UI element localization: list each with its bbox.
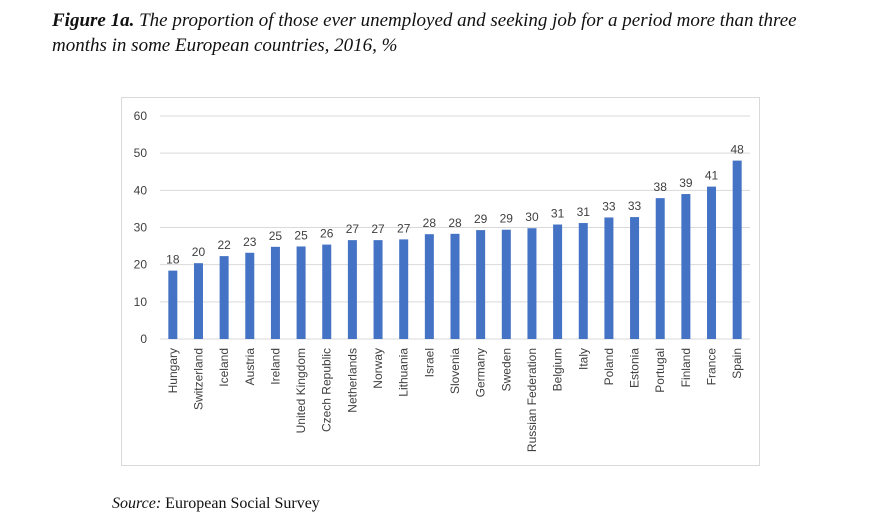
data-label-germany: 29 <box>474 212 488 226</box>
y-tick-label-0: 0 <box>140 332 147 346</box>
x-tick-label-spain: Spain <box>730 348 744 379</box>
x-tick-label-russian-federation: Russian Federation <box>525 348 539 452</box>
x-tick-label-austria: Austria <box>243 348 257 386</box>
bar-slovenia <box>450 233 460 339</box>
bar-austria <box>245 252 255 339</box>
bar-belgium <box>553 224 563 339</box>
data-label-hungary: 18 <box>166 253 180 267</box>
x-tick-label-hungary: Hungary <box>166 348 180 393</box>
bar-czech-republic <box>322 244 332 339</box>
x-tick-label-israel: Israel <box>422 348 436 377</box>
data-label-france: 41 <box>705 169 719 183</box>
data-label-austria: 23 <box>243 235 257 249</box>
bar-lithuania <box>399 239 409 339</box>
data-label-sweden: 29 <box>500 212 514 226</box>
bar-iceland <box>219 256 229 339</box>
source-note: Source: European Social Survey <box>112 495 320 513</box>
bar-ireland <box>270 246 280 339</box>
y-tick-label-20: 20 <box>134 258 148 272</box>
data-label-norway: 27 <box>371 222 385 236</box>
bar-spain <box>732 160 742 339</box>
source-text: European Social Survey <box>161 495 320 512</box>
bar-france <box>707 186 717 339</box>
bar-poland <box>604 217 614 339</box>
figure-caption-text: The proportion of those ever unemployed … <box>52 10 797 56</box>
x-tick-label-sweden: Sweden <box>499 348 513 391</box>
bar-switzerland <box>193 263 203 339</box>
figure-label: Figure 1a. <box>52 10 135 31</box>
data-label-switzerland: 20 <box>192 245 206 259</box>
data-label-finland: 39 <box>679 176 693 190</box>
bar-israel <box>424 234 434 339</box>
source-label: Source: <box>112 495 162 512</box>
y-tick-label-50: 50 <box>134 146 148 160</box>
bar-hungary <box>168 270 178 339</box>
bar-united-kingdom <box>296 246 306 339</box>
bar-germany <box>476 230 486 339</box>
figure-caption: Figure 1a. The proportion of those ever … <box>52 8 852 58</box>
x-tick-label-iceland: Iceland <box>217 348 231 387</box>
y-tick-label-60: 60 <box>134 109 148 123</box>
data-label-lithuania: 27 <box>397 221 411 235</box>
bar-sweden <box>501 229 511 339</box>
data-label-russian-federation: 30 <box>525 210 539 224</box>
x-tick-label-netherlands: Netherlands <box>345 348 359 413</box>
x-tick-label-france: France <box>705 348 719 386</box>
data-label-belgium: 31 <box>551 207 565 221</box>
data-label-spain: 48 <box>730 143 744 157</box>
x-tick-label-czech-republic: Czech Republic <box>320 348 334 432</box>
y-tick-label-30: 30 <box>134 221 148 235</box>
x-tick-label-ireland: Ireland <box>268 348 282 385</box>
data-label-slovenia: 28 <box>448 216 462 230</box>
x-tick-label-estonia: Estonia <box>628 348 642 388</box>
x-tick-label-norway: Norway <box>371 348 385 389</box>
x-tick-label-switzerland: Switzerland <box>191 348 205 410</box>
x-tick-label-lithuania: Lithuania <box>397 348 411 397</box>
data-label-netherlands: 27 <box>346 222 360 236</box>
x-tick-label-poland: Poland <box>602 348 616 385</box>
bar-netherlands <box>347 240 357 339</box>
bar-finland <box>681 194 691 339</box>
data-label-israel: 28 <box>423 216 437 230</box>
data-label-italy: 31 <box>577 205 591 219</box>
bar-norway <box>373 240 383 339</box>
bar-russian-federation <box>527 228 537 339</box>
data-label-united-kingdom: 25 <box>294 228 308 242</box>
bar-chart: 0 10 20 30 40 50 60 18 Hungary 20 Switzerland 22 Ice… <box>134 109 750 452</box>
y-tick-label-40: 40 <box>134 183 148 197</box>
data-label-poland: 33 <box>602 199 616 213</box>
x-tick-label-finland: Finland <box>679 348 693 387</box>
x-tick-label-italy: Italy <box>576 348 590 370</box>
x-tick-label-germany: Germany <box>474 348 488 397</box>
bar-estonia <box>630 217 640 339</box>
bar-italy <box>578 223 588 339</box>
data-label-iceland: 22 <box>217 238 231 252</box>
data-label-portugal: 38 <box>654 180 668 194</box>
chart-area: 0 10 20 30 40 50 60 18 Hungary 20 Switzerland 22 Ice… <box>121 97 760 466</box>
x-tick-label-slovenia: Slovenia <box>448 348 462 394</box>
data-label-czech-republic: 26 <box>320 227 334 241</box>
data-label-estonia: 33 <box>628 199 642 213</box>
x-tick-label-united-kingdom: United Kingdom <box>294 348 308 433</box>
y-tick-label-10: 10 <box>134 295 148 309</box>
data-label-ireland: 25 <box>269 229 283 243</box>
x-tick-label-portugal: Portugal <box>653 348 667 393</box>
bar-portugal <box>655 198 665 339</box>
x-tick-label-belgium: Belgium <box>551 348 565 391</box>
